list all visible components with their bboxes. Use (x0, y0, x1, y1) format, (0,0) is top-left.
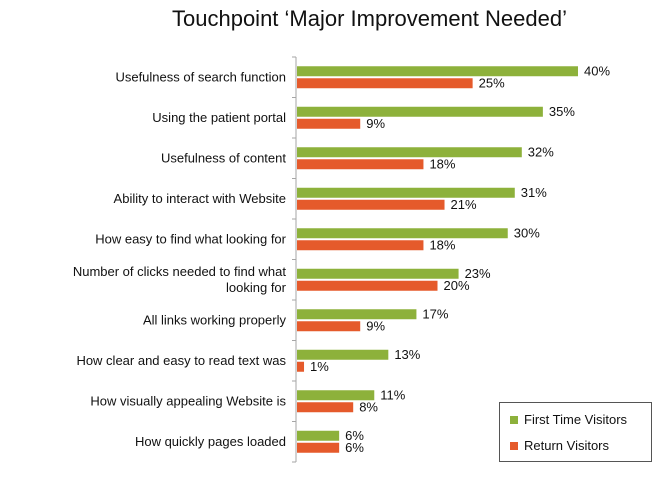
category-label-using-the-patient-portal: Using the patient portal (152, 110, 286, 125)
legend-swatch-first-time (510, 415, 518, 424)
value-label-first-time-ability-to-interact-with-website: 31% (521, 185, 547, 200)
bar-return-how-quickly-pages-loaded (297, 442, 340, 453)
bar-first-time-how-easy-to-find-what-looking-for (297, 228, 508, 239)
legend-swatch-return (510, 441, 518, 450)
bar-first-time-how-quickly-pages-loaded (297, 430, 340, 441)
bar-first-time-usefulness-of-search-function (297, 66, 578, 77)
category-label-how-quickly-pages-loaded: How quickly pages loaded (135, 434, 286, 449)
legend-item-first-time: First Time Visitors (510, 412, 627, 427)
bar-first-time-ability-to-interact-with-website (297, 187, 515, 198)
category-label-all-links-working-properly: All links working properly (143, 312, 287, 327)
value-label-return-number-of-clicks-needed-to-find-what-looking-for: 20% (444, 278, 470, 293)
value-label-first-time-how-visually-appealing-website-is: 11% (380, 387, 405, 402)
bar-return-using-the-patient-portal (297, 118, 361, 129)
bar-return-number-of-clicks-needed-to-find-what-looking-for (297, 280, 438, 291)
value-label-first-time-usefulness-of-search-function: 40% (584, 63, 610, 78)
category-label-usefulness-of-search-function: Usefulness of search function (115, 69, 286, 84)
category-label-number-of-clicks-needed-to-find-what-looking-for: Number of clicks needed to find what look… (73, 264, 287, 295)
bar-first-time-how-visually-appealing-website-is (297, 390, 375, 401)
value-label-first-time-how-easy-to-find-what-looking-for: 30% (514, 225, 540, 240)
bar-first-time-all-links-working-properly (297, 309, 417, 320)
bar-first-time-how-clear-and-easy-to-read-text-was (297, 349, 389, 360)
value-label-return-how-visually-appealing-website-is: 8% (359, 399, 378, 414)
value-label-first-time-number-of-clicks-needed-to-find-what-looking-for: 23% (465, 266, 491, 281)
bar-return-usefulness-of-content (297, 159, 424, 170)
value-label-return-all-links-working-properly: 9% (366, 318, 385, 333)
category-label-how-visually-appealing-website-is: How visually appealing Website is (90, 393, 286, 408)
bar-return-usefulness-of-search-function (297, 78, 473, 89)
value-label-return-how-easy-to-find-what-looking-for: 18% (429, 237, 455, 252)
bar-return-how-clear-and-easy-to-read-text-was (297, 361, 305, 372)
value-label-return-using-the-patient-portal: 9% (366, 116, 385, 131)
legend: First Time Visitors Return Visitors (499, 402, 652, 462)
legend-label-first-time: First Time Visitors (524, 412, 628, 427)
value-label-return-how-quickly-pages-loaded: 6% (345, 440, 364, 455)
bar-return-all-links-working-properly (297, 321, 361, 332)
legend-label-return: Return Visitors (524, 438, 610, 453)
category-label-how-easy-to-find-what-looking-for: How easy to find what looking for (95, 231, 286, 246)
bar-first-time-usefulness-of-content (297, 147, 522, 158)
value-label-first-time-how-clear-and-easy-to-read-text-was: 13% (394, 347, 420, 362)
value-label-first-time-usefulness-of-content: 32% (528, 144, 554, 159)
category-label-how-clear-and-easy-to-read-text-was: How clear and easy to read text was (76, 353, 286, 368)
bar-return-ability-to-interact-with-website (297, 199, 445, 210)
bar-first-time-number-of-clicks-needed-to-find-what-looking-for (297, 268, 459, 279)
legend-item-return: Return Visitors (510, 438, 609, 453)
value-label-first-time-all-links-working-properly: 17% (422, 306, 448, 321)
value-label-first-time-using-the-patient-portal: 35% (549, 104, 575, 119)
value-label-return-usefulness-of-content: 18% (429, 156, 455, 171)
bar-return-how-visually-appealing-website-is (297, 402, 354, 413)
category-label-ability-to-interact-with-website: Ability to interact with Website (114, 191, 286, 206)
category-label-usefulness-of-content: Usefulness of content (161, 150, 286, 165)
value-label-return-usefulness-of-search-function: 25% (479, 75, 505, 90)
value-label-first-time-how-quickly-pages-loaded: 6% (345, 428, 364, 443)
value-label-return-how-clear-and-easy-to-read-text-was: 1% (310, 359, 329, 374)
bar-return-how-easy-to-find-what-looking-for (297, 240, 424, 251)
value-label-return-ability-to-interact-with-website: 21% (451, 197, 477, 212)
bar-first-time-using-the-patient-portal (297, 106, 543, 117)
chart-title: Touchpoint ‘Major Improvement Needed’ (172, 6, 567, 31)
